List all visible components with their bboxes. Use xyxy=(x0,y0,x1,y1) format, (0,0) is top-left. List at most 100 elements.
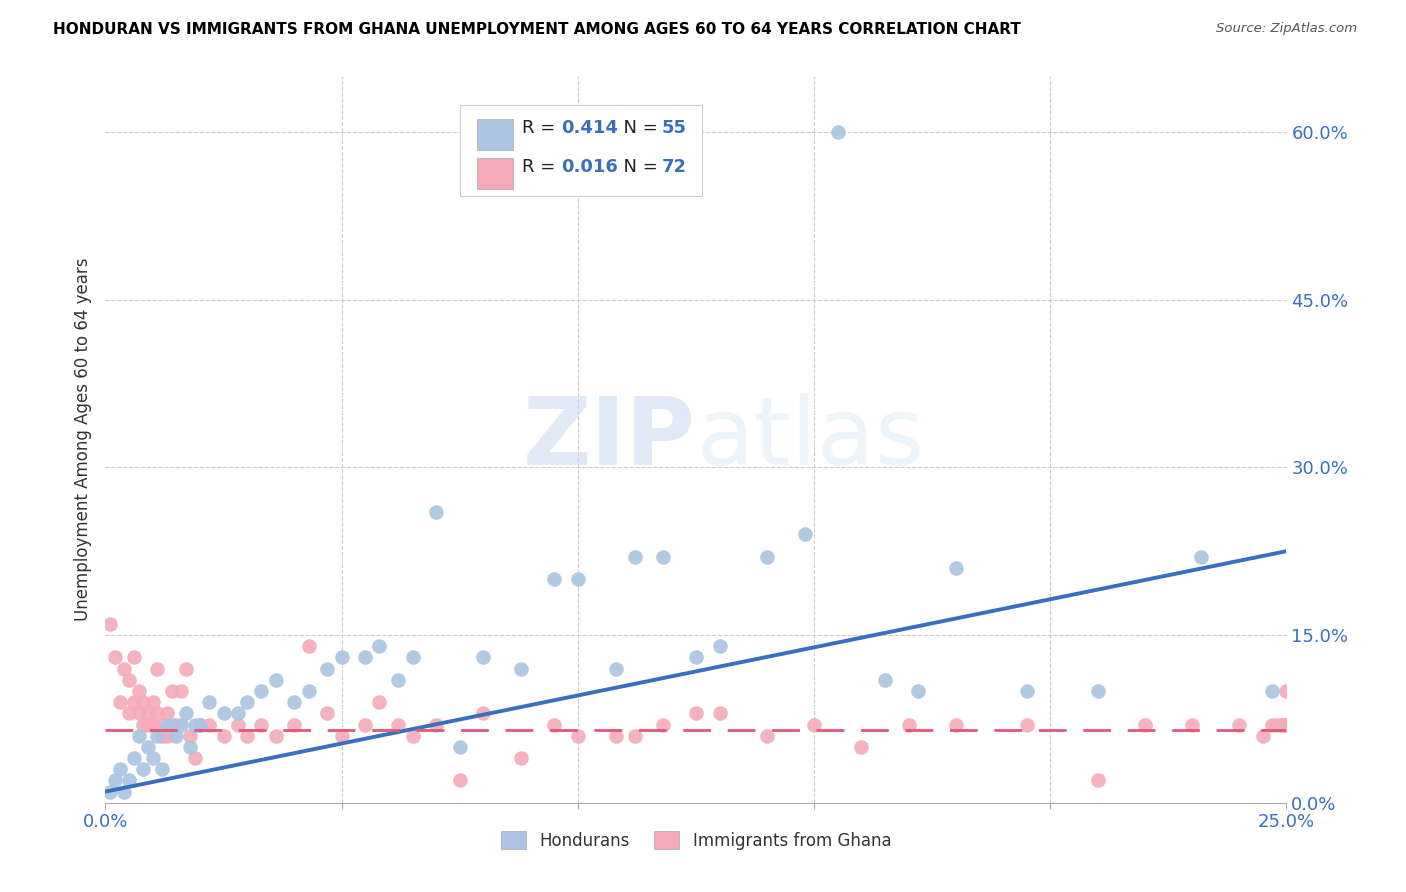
Point xyxy=(264,729,287,743)
Point xyxy=(945,717,967,731)
Point xyxy=(198,695,221,709)
Point xyxy=(316,706,339,721)
Point xyxy=(142,717,165,731)
Point xyxy=(449,739,471,754)
Point xyxy=(567,572,589,586)
Point xyxy=(1087,773,1109,788)
Point xyxy=(184,751,207,765)
Point xyxy=(709,706,731,721)
Point xyxy=(1261,717,1284,731)
Point xyxy=(354,717,377,731)
Point xyxy=(1275,717,1298,731)
Point xyxy=(98,616,121,631)
Point xyxy=(449,773,471,788)
Point xyxy=(236,729,259,743)
Point xyxy=(755,729,778,743)
Point xyxy=(567,729,589,743)
Point xyxy=(170,684,193,698)
Text: R =: R = xyxy=(523,158,561,176)
Point xyxy=(1271,717,1294,731)
Point xyxy=(122,695,145,709)
Point xyxy=(132,762,155,776)
Point xyxy=(132,695,155,709)
Point xyxy=(165,717,187,731)
Point xyxy=(136,717,159,731)
Point xyxy=(851,739,873,754)
Point xyxy=(156,706,179,721)
Point xyxy=(605,662,627,676)
Point xyxy=(226,717,249,731)
Point xyxy=(122,751,145,765)
Point xyxy=(188,717,211,731)
Point xyxy=(104,773,127,788)
Text: Source: ZipAtlas.com: Source: ZipAtlas.com xyxy=(1216,22,1357,36)
Point xyxy=(907,684,929,698)
Point xyxy=(150,717,173,731)
Point xyxy=(803,717,825,731)
Point xyxy=(1227,717,1250,731)
Point xyxy=(128,684,150,698)
Point xyxy=(945,561,967,575)
Point xyxy=(623,549,645,564)
Point xyxy=(510,751,533,765)
Point xyxy=(112,662,135,676)
Point xyxy=(297,684,319,698)
Point xyxy=(212,706,235,721)
Text: 0.016: 0.016 xyxy=(561,158,619,176)
Point xyxy=(793,527,815,541)
Point xyxy=(250,717,273,731)
Point xyxy=(510,662,533,676)
Point xyxy=(330,650,353,665)
Y-axis label: Unemployment Among Ages 60 to 64 years: Unemployment Among Ages 60 to 64 years xyxy=(73,258,91,621)
Point xyxy=(827,125,849,139)
Point xyxy=(170,717,193,731)
Legend: Hondurans, Immigrants from Ghana: Hondurans, Immigrants from Ghana xyxy=(494,825,898,856)
Point xyxy=(142,751,165,765)
Point xyxy=(174,706,197,721)
Point xyxy=(118,706,141,721)
Point xyxy=(472,706,495,721)
Point xyxy=(709,639,731,653)
Text: N =: N = xyxy=(612,158,664,176)
Point xyxy=(184,717,207,731)
Point xyxy=(165,729,187,743)
Point xyxy=(104,650,127,665)
Point xyxy=(873,673,896,687)
Point xyxy=(1087,684,1109,698)
Point xyxy=(472,650,495,665)
Point xyxy=(118,673,141,687)
Point xyxy=(651,717,673,731)
Text: 72: 72 xyxy=(662,158,686,176)
Point xyxy=(264,673,287,687)
Point xyxy=(354,650,377,665)
Point xyxy=(401,650,423,665)
Point xyxy=(118,773,141,788)
Point xyxy=(179,739,201,754)
Text: atlas: atlas xyxy=(696,393,924,485)
FancyBboxPatch shape xyxy=(460,105,702,195)
Point xyxy=(1015,717,1038,731)
Point xyxy=(330,729,353,743)
Point xyxy=(212,729,235,743)
Point xyxy=(132,717,155,731)
Point xyxy=(685,650,707,665)
Point xyxy=(112,784,135,798)
Point xyxy=(425,505,447,519)
Point xyxy=(160,684,183,698)
Point xyxy=(236,695,259,709)
Point xyxy=(1181,717,1204,731)
FancyBboxPatch shape xyxy=(478,158,513,188)
Point xyxy=(387,717,409,731)
Point xyxy=(174,662,197,676)
Point xyxy=(136,739,159,754)
Point xyxy=(387,673,409,687)
Point xyxy=(1265,717,1288,731)
Point xyxy=(122,650,145,665)
Point xyxy=(283,717,305,731)
Point xyxy=(1251,729,1274,743)
Point xyxy=(368,695,391,709)
Point xyxy=(136,706,159,721)
Point xyxy=(179,729,201,743)
Point xyxy=(128,729,150,743)
Point xyxy=(150,762,173,776)
